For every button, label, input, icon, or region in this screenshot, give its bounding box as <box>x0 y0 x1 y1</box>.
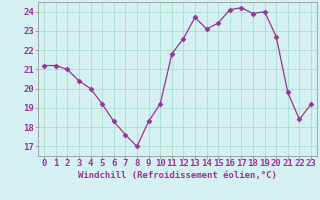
X-axis label: Windchill (Refroidissement éolien,°C): Windchill (Refroidissement éolien,°C) <box>78 171 277 180</box>
